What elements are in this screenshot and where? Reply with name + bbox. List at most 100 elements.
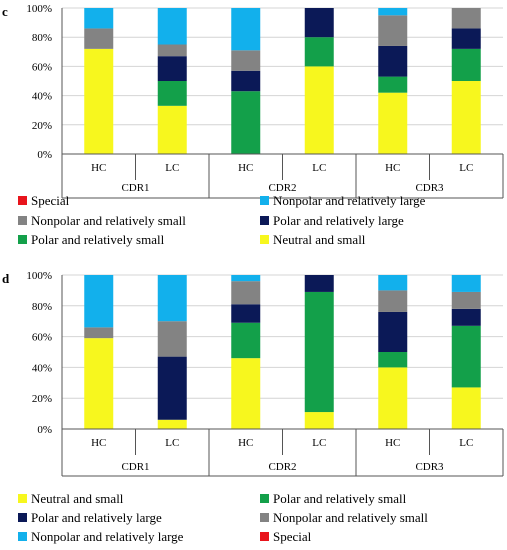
legend-item-polar-and-relatively-small: Polar and relatively small xyxy=(260,491,407,506)
x-category-label: LC xyxy=(459,437,473,449)
y-tick-label: 60% xyxy=(32,332,52,344)
legend-item-nonpolar-and-relatively-large: Nonpolar and relatively large xyxy=(260,193,426,208)
legend-swatch xyxy=(18,196,27,205)
y-tick-label: 20% xyxy=(32,393,52,405)
y-tick-label: 40% xyxy=(32,362,52,374)
bar-polar-and-relatively-small xyxy=(378,76,408,93)
bar-neutral-and-small xyxy=(84,48,114,154)
x-category-label: LC xyxy=(312,437,326,449)
legend-label: Nonpolar and relatively large xyxy=(273,193,426,208)
bar-nonpolar-and-relatively-small xyxy=(231,281,261,305)
bar-polar-and-relatively-large xyxy=(304,8,334,38)
legend-item-nonpolar-and-relatively-large: Nonpolar and relatively large xyxy=(18,529,184,544)
legend-swatch xyxy=(18,513,27,522)
legend-label: Polar and relatively large xyxy=(31,510,162,525)
x-group-label: CDR3 xyxy=(415,182,444,194)
legend-item-special: Special xyxy=(18,193,70,208)
bar-nonpolar-and-relatively-small xyxy=(378,15,408,46)
x-group-label: CDR2 xyxy=(268,182,296,194)
legend-swatch xyxy=(18,235,27,244)
bar-neutral-and-small xyxy=(378,92,408,154)
bar-polar-and-relatively-large xyxy=(378,45,408,77)
legend-item-nonpolar-and-relatively-small: Nonpolar and relatively small xyxy=(260,510,428,525)
bar-nonpolar-and-relatively-small xyxy=(378,290,408,312)
bar-neutral-and-small xyxy=(304,412,334,429)
legend-label: Nonpolar and relatively small xyxy=(273,510,428,525)
bar-polar-and-relatively-large xyxy=(157,56,187,81)
bar-polar-and-relatively-large xyxy=(451,308,481,326)
legend-swatch xyxy=(260,216,269,225)
panel-label: d xyxy=(2,271,10,286)
x-category-label: HC xyxy=(91,437,106,449)
legend-swatch xyxy=(260,494,269,503)
legend-swatch xyxy=(260,513,269,522)
x-group-label: CDR3 xyxy=(415,461,444,473)
bar-polar-and-relatively-small xyxy=(304,291,334,413)
bar-polar-and-relatively-large xyxy=(304,275,334,292)
legend-item-nonpolar-and-relatively-small: Nonpolar and relatively small xyxy=(18,213,186,228)
legend-label: Neutral and small xyxy=(31,491,124,506)
x-category-label: LC xyxy=(459,162,473,174)
bar-nonpolar-and-relatively-large xyxy=(451,275,481,292)
legend-item-neutral-and-small: Neutral and small xyxy=(260,232,366,247)
legend-label: Neutral and small xyxy=(273,232,366,247)
bar-nonpolar-and-relatively-small xyxy=(451,291,481,309)
x-category-label: HC xyxy=(91,162,106,174)
y-tick-label: 80% xyxy=(32,301,52,313)
bar-neutral-and-small xyxy=(157,419,187,429)
bar-polar-and-relatively-large xyxy=(231,70,261,92)
chart-panel-c: c 0% 20% 40% 60% 80% 100% HC LC HC LC HC LC CDR1 CDR2 C… xyxy=(2,3,504,247)
bar-nonpolar-and-relatively-large xyxy=(84,8,114,29)
x-group-label: CDR1 xyxy=(121,461,149,473)
x-category-label: HC xyxy=(238,162,253,174)
bar-nonpolar-and-relatively-small xyxy=(157,44,187,57)
legend-swatch xyxy=(18,494,27,503)
bar-neutral-and-small xyxy=(231,358,261,429)
legend-label: Nonpolar and relatively large xyxy=(31,529,184,544)
x-category-label: LC xyxy=(312,162,326,174)
bar-neutral-and-small xyxy=(378,367,408,429)
legend-swatch xyxy=(260,235,269,244)
legend-item-special: Special xyxy=(260,529,312,544)
bar-neutral-and-small xyxy=(157,105,187,154)
y-tick-label: 100% xyxy=(26,270,52,282)
legend-item-polar-and-relatively-small: Polar and relatively small xyxy=(18,232,165,247)
legend-label: Special xyxy=(273,529,312,544)
bar-nonpolar-and-relatively-large xyxy=(378,275,408,291)
y-tick-label: 80% xyxy=(32,32,52,44)
bar-polar-and-relatively-small xyxy=(231,322,261,359)
bar-polar-and-relatively-large xyxy=(378,311,408,352)
bar-polar-and-relatively-small xyxy=(231,91,261,154)
x-category-label: LC xyxy=(165,437,179,449)
chart-panel-d: d 0% 20% 40% 60% 80% 100% HC LC HC LC HC LC CDR1 CDR2 C… xyxy=(2,270,504,544)
legend-swatch xyxy=(260,532,269,541)
bar-polar-and-relatively-large xyxy=(157,356,187,420)
x-group-label: CDR1 xyxy=(121,182,149,194)
bar-nonpolar-and-relatively-large xyxy=(378,8,408,16)
bar-nonpolar-and-relatively-small xyxy=(84,28,114,49)
y-tick-label: 100% xyxy=(26,3,52,15)
y-tick-label: 40% xyxy=(32,91,52,103)
y-tick-label: 60% xyxy=(32,61,52,73)
bar-nonpolar-and-relatively-large xyxy=(157,8,187,45)
legend-label: Polar and relatively small xyxy=(31,232,165,247)
legend-label: Polar and relatively large xyxy=(273,213,404,228)
x-category-label: HC xyxy=(385,437,400,449)
bar-nonpolar-and-relatively-small xyxy=(451,8,481,29)
bar-polar-and-relatively-small xyxy=(378,352,408,368)
bar-neutral-and-small xyxy=(84,338,114,429)
bar-polar-and-relatively-small xyxy=(451,48,481,81)
legend-item-neutral-and-small: Neutral and small xyxy=(18,491,124,506)
bar-nonpolar-and-relatively-large xyxy=(84,275,114,328)
y-tick-label: 0% xyxy=(37,149,52,161)
legend-item-polar-and-relatively-large: Polar and relatively large xyxy=(260,213,404,228)
bar-nonpolar-and-relatively-large xyxy=(157,275,187,322)
x-category-label: LC xyxy=(165,162,179,174)
x-group-label: CDR2 xyxy=(268,461,296,473)
bar-neutral-and-small xyxy=(451,387,481,429)
legend-label: Special xyxy=(31,193,70,208)
panel-label: c xyxy=(2,4,8,19)
x-category-label: HC xyxy=(238,437,253,449)
bar-nonpolar-and-relatively-small xyxy=(157,321,187,357)
bar-nonpolar-and-relatively-large xyxy=(231,8,261,51)
